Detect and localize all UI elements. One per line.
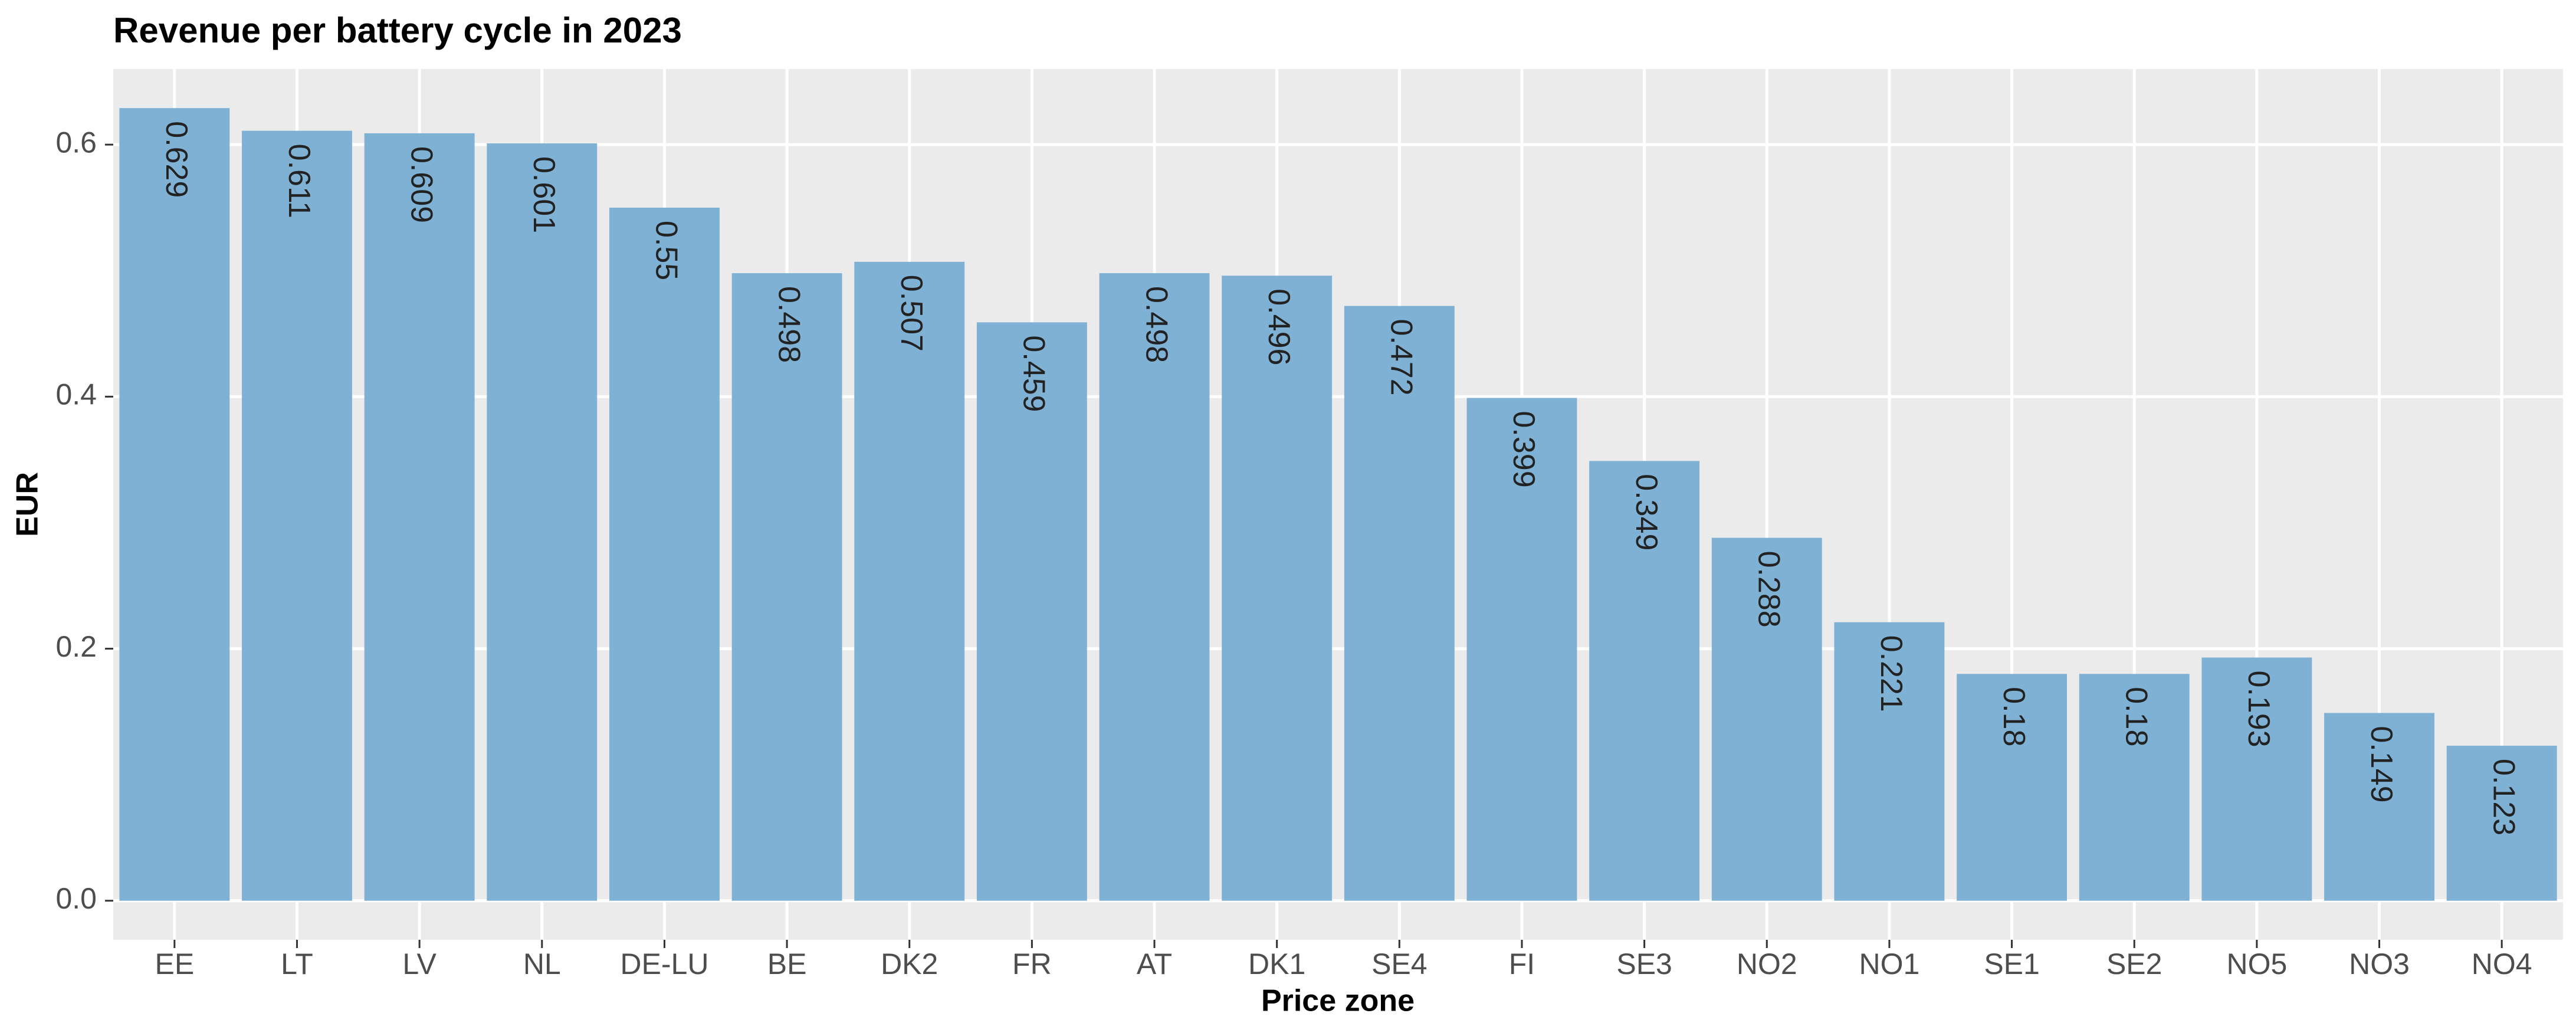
x-tick-label: LV — [402, 947, 437, 980]
bar — [1957, 674, 2068, 901]
x-axis-title: Price zone — [1261, 984, 1415, 1018]
bar — [1589, 461, 1700, 901]
x-tick-label: NL — [523, 947, 561, 980]
data-label: 0.611 — [282, 144, 316, 218]
data-label: 0.629 — [159, 121, 193, 198]
x-tick-label: SE3 — [1616, 947, 1672, 980]
data-label: 0.459 — [1017, 335, 1051, 412]
chart-title: Revenue per battery cycle in 2023 — [113, 11, 682, 50]
bar — [609, 207, 720, 901]
bar — [2324, 713, 2434, 901]
data-label: 0.349 — [1629, 474, 1663, 550]
data-label: 0.601 — [527, 156, 561, 233]
bar — [119, 108, 230, 901]
x-tick-label: NO4 — [2472, 947, 2532, 980]
x-tick-label: BE — [767, 947, 807, 980]
data-label: 0.221 — [1874, 635, 1908, 712]
data-label: 0.18 — [2119, 687, 2153, 746]
bar — [364, 133, 475, 901]
panel — [113, 69, 2563, 940]
data-label: 0.472 — [1384, 319, 1419, 396]
bar — [1222, 276, 1333, 901]
x-tick-label: FI — [1509, 947, 1535, 980]
bar — [487, 143, 598, 901]
bar — [2079, 674, 2190, 901]
x-tick-label: DK1 — [1248, 947, 1305, 980]
data-label: 0.498 — [772, 286, 806, 363]
y-tick-label: 0.6 — [55, 126, 97, 159]
bar — [242, 130, 352, 901]
bar — [1466, 398, 1577, 901]
bar — [854, 261, 965, 901]
bar — [976, 322, 1087, 901]
bar — [2201, 657, 2312, 901]
x-tick-label: EE — [155, 947, 194, 980]
data-label: 0.193 — [2242, 671, 2276, 747]
x-tick-label: DK2 — [881, 947, 938, 980]
x-tick-label: NO3 — [2349, 947, 2410, 980]
data-label: 0.18 — [1997, 687, 2031, 746]
x-tick-label: NO1 — [1859, 947, 1920, 980]
data-label: 0.399 — [1507, 411, 1541, 488]
data-label: 0.609 — [404, 146, 438, 223]
x-tick-label: SE4 — [1371, 947, 1428, 980]
bar — [2446, 746, 2557, 901]
data-label: 0.288 — [1752, 551, 1786, 628]
x-tick-label: LT — [281, 947, 313, 980]
data-label: 0.496 — [1262, 288, 1296, 365]
data-label: 0.507 — [894, 275, 928, 352]
y-tick-label: 0.2 — [55, 630, 97, 663]
x-tick-label: SE1 — [1984, 947, 2040, 980]
x-tick-label: NO2 — [1737, 947, 1797, 980]
bar — [731, 273, 842, 901]
bar — [1099, 273, 1210, 901]
bar — [1711, 537, 1822, 901]
x-tick-label: SE2 — [2106, 947, 2162, 980]
x-tick-label: DE-LU — [620, 947, 708, 980]
x-tick-label: FR — [1012, 947, 1052, 980]
y-axis-title: EUR — [11, 472, 45, 537]
y-tick-label: 0.4 — [55, 378, 97, 411]
data-label: 0.55 — [649, 221, 684, 280]
x-tick-label: AT — [1137, 947, 1172, 980]
bar — [1834, 622, 1945, 901]
bar — [1344, 306, 1455, 901]
data-label: 0.149 — [2364, 726, 2398, 803]
x-tick-label: NO5 — [2226, 947, 2287, 980]
data-label: 0.123 — [2486, 759, 2521, 835]
data-label: 0.498 — [1139, 286, 1173, 363]
y-tick-label: 0.0 — [55, 882, 97, 915]
